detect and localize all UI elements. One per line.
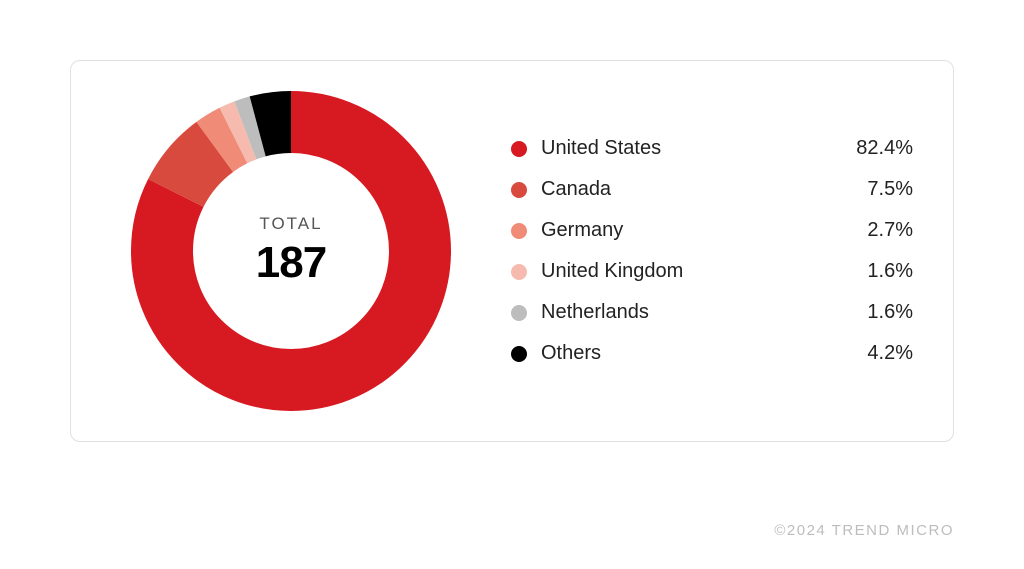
legend-name: Netherlands <box>541 301 829 324</box>
donut-center-value: 187 <box>256 238 326 288</box>
legend-dot-icon <box>511 223 527 239</box>
legend-dot-icon <box>511 346 527 362</box>
legend-name: Others <box>541 342 829 365</box>
legend-row: United Kingdom 1.6% <box>511 260 913 283</box>
legend-dot-icon <box>511 141 527 157</box>
legend-percent: 2.7% <box>843 219 913 242</box>
legend-percent: 82.4% <box>843 137 913 160</box>
legend-dot-icon <box>511 182 527 198</box>
donut-center: TOTAL 187 <box>256 214 326 288</box>
legend-row: Canada 7.5% <box>511 178 913 201</box>
legend-percent: 1.6% <box>843 260 913 283</box>
legend-row: United States 82.4% <box>511 137 913 160</box>
legend-percent: 4.2% <box>843 342 913 365</box>
legend-row: Others 4.2% <box>511 342 913 365</box>
legend-name: United States <box>541 137 829 160</box>
legend-percent: 1.6% <box>843 301 913 324</box>
donut-chart: TOTAL 187 <box>131 91 451 411</box>
legend-name: United Kingdom <box>541 260 829 283</box>
legend-dot-icon <box>511 264 527 280</box>
legend-row: Netherlands 1.6% <box>511 301 913 324</box>
copyright: ©2024 TREND MICRO <box>774 522 954 539</box>
legend-dot-icon <box>511 305 527 321</box>
legend-name: Germany <box>541 219 829 242</box>
legend: United States 82.4% Canada 7.5% Germany 2.7% U… <box>511 137 913 365</box>
legend-name: Canada <box>541 178 829 201</box>
chart-card: TOTAL 187 United States 82.4% Canada 7.5% Ge… <box>70 60 954 442</box>
donut-center-label: TOTAL <box>256 214 326 234</box>
legend-percent: 7.5% <box>843 178 913 201</box>
legend-row: Germany 2.7% <box>511 219 913 242</box>
